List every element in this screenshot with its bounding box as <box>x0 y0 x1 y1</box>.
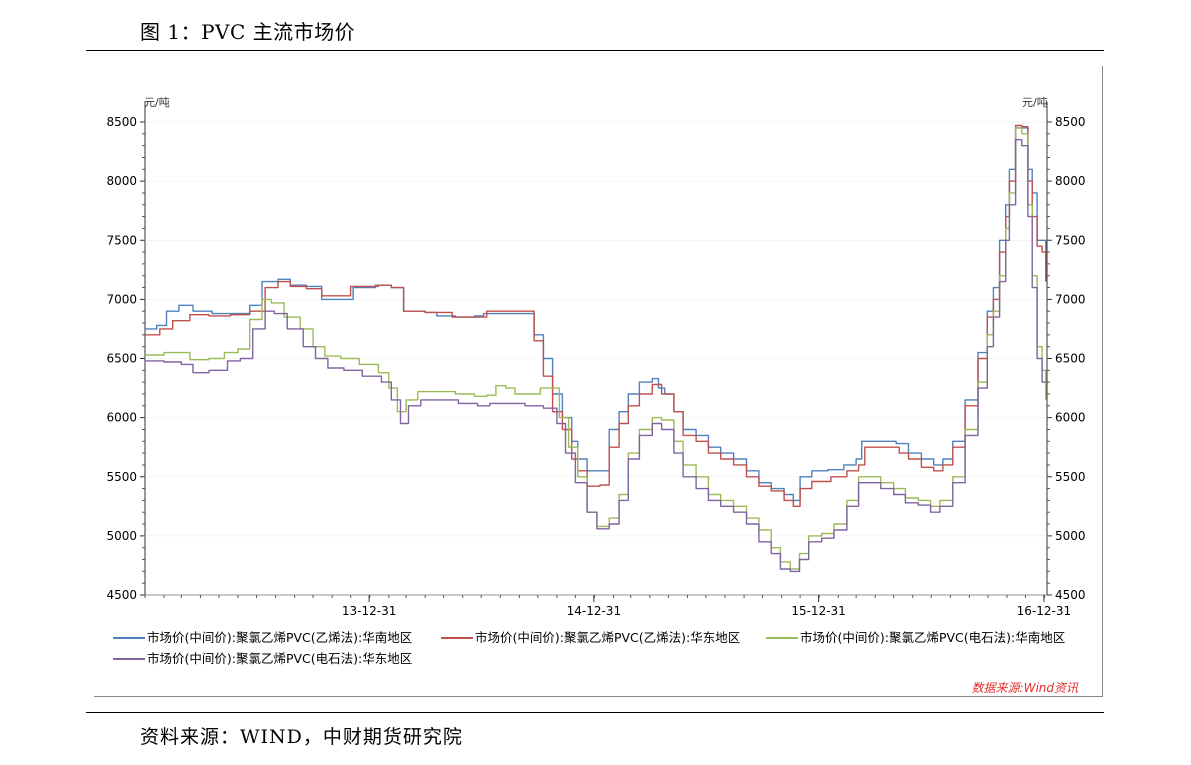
bottom-rule <box>86 712 1104 713</box>
y-tick-label-left: 8000 <box>106 174 137 188</box>
legend-label-3: 市场价(中间价):聚氯乙烯PVC(电石法):华南地区 <box>800 630 1065 645</box>
wind-watermark: 数据来源:Wind资讯 <box>972 681 1079 695</box>
y-tick-label-right: 5000 <box>1055 529 1086 543</box>
y-tick-label-left: 7000 <box>106 292 137 306</box>
x-tick-label: 15-12-31 <box>791 604 845 618</box>
y-tick-label-right: 8000 <box>1055 174 1086 188</box>
y-tick-label-right: 6500 <box>1055 352 1086 366</box>
series-line-3 <box>145 127 1047 570</box>
y-tick-label-left: 5500 <box>106 470 137 484</box>
series-line-2 <box>145 124 1047 507</box>
chart-axes: 4500 4500 5000 5000 5500 5500 6000 6000 6500 6500… <box>106 102 1086 618</box>
chart-legend: 市场价(中间价):聚氯乙烯PVC(乙烯法):华南地区 市场价(中间价):聚氯乙烯P… <box>113 630 1065 666</box>
top-rule <box>86 50 1104 51</box>
y-tick-label-left: 6000 <box>106 411 137 425</box>
x-tick-label: 14-12-31 <box>567 604 621 618</box>
x-tick-label: 13-12-31 <box>342 604 396 618</box>
y-tick-label-right: 4500 <box>1055 588 1086 602</box>
left-unit-label: 元/吨 <box>144 96 170 109</box>
chart-frame <box>94 66 1103 697</box>
y-tick-label-left: 6500 <box>106 352 137 366</box>
y-tick-label-left: 4500 <box>106 588 137 602</box>
y-tick-label-right: 7500 <box>1055 233 1086 247</box>
legend-label-2: 市场价(中间价):聚氯乙烯PVC(乙烯法):华东地区 <box>475 630 740 645</box>
y-tick-label-left: 7500 <box>106 233 137 247</box>
y-tick-label-left: 5000 <box>106 529 137 543</box>
y-tick-label-right: 5500 <box>1055 470 1086 484</box>
y-tick-label-left: 8500 <box>106 115 137 129</box>
y-tick-label-right: 6000 <box>1055 411 1086 425</box>
y-tick-label-right: 7000 <box>1055 292 1086 306</box>
legend-label-4: 市场价(中间价):聚氯乙烯PVC(电石法):华东地区 <box>147 651 412 666</box>
right-unit-label: 元/吨 <box>1022 96 1048 109</box>
source-note: 资料来源：WIND，中财期货研究院 <box>140 726 463 748</box>
y-tick-label-right: 8500 <box>1055 115 1086 129</box>
series-layer <box>145 124 1047 573</box>
x-tick-label: 16-12-31 <box>1017 604 1071 618</box>
figure-title: 图 1：PVC 主流市场价 <box>140 20 356 44</box>
series-line-4 <box>145 139 1046 573</box>
legend-label-1: 市场价(中间价):聚氯乙烯PVC(乙烯法):华南地区 <box>147 630 412 645</box>
